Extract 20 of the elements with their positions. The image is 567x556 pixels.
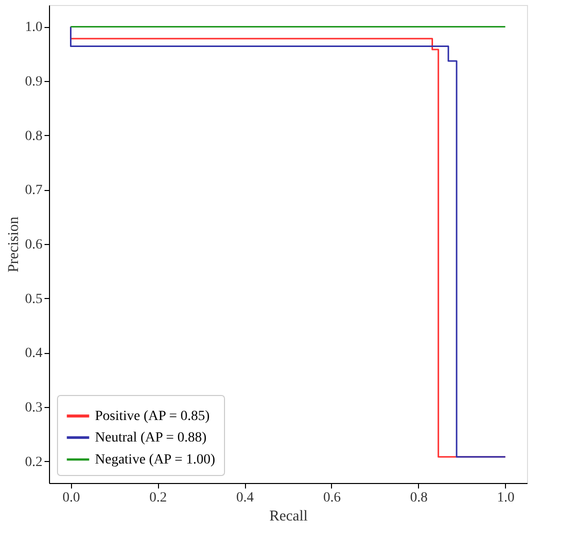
y-tick-label: 0.2 <box>25 454 42 470</box>
y-tick-label: 0.3 <box>25 400 42 416</box>
y-tick-label: 1.0 <box>25 20 42 36</box>
y-tick-label: 0.8 <box>25 128 42 144</box>
y-tick-label: 0.4 <box>25 346 42 362</box>
y-tick-label: 0.7 <box>25 183 42 198</box>
x-tick-label: 0.4 <box>236 490 254 506</box>
x-tick-label: 0.2 <box>149 490 167 506</box>
y-tick-label: 0.9 <box>25 74 42 90</box>
x-tick-label: 0.0 <box>62 490 80 506</box>
x-tick-label: 1.0 <box>497 490 515 506</box>
x-tick-label: 0.6 <box>323 490 341 506</box>
legend-label: Negative (AP = 1.00) <box>95 452 216 468</box>
x-tick-label: 0.8 <box>410 490 428 506</box>
y-tick-label: 0.5 <box>25 292 42 307</box>
y-axis-title: Precision <box>6 216 22 272</box>
y-tick-label: 0.6 <box>25 238 42 252</box>
legend-label: Neutral (AP = 0.88) <box>95 430 207 446</box>
x-axis-title: Recall <box>269 508 308 524</box>
legend-label: Positive (AP = 0.85) <box>95 409 210 424</box>
